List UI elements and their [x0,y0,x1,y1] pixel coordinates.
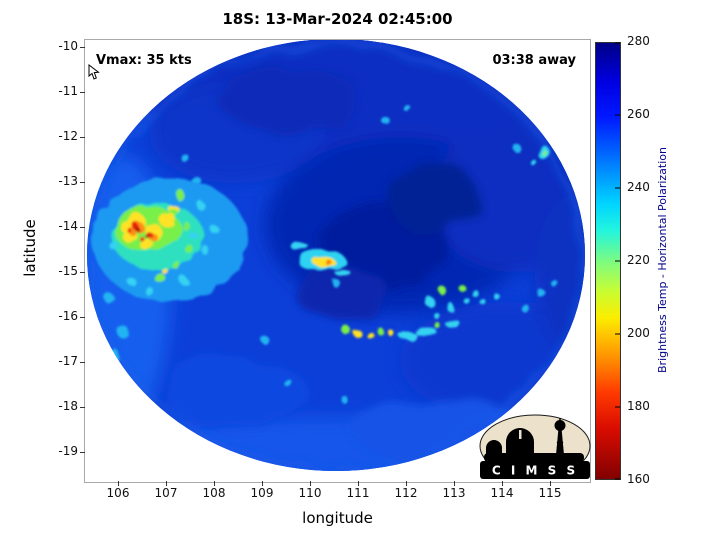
cursor-icon [88,64,100,80]
x-tick-mark [358,481,359,486]
x-tick-mark [454,481,455,486]
x-tick-mark [406,481,407,486]
cimss-logo: C I M S S [479,414,591,479]
y-tick-label: -19 [58,444,78,458]
colorbar-tick-label: 180 [627,399,650,413]
x-tick-label: 114 [490,486,514,500]
y-tick-mark [80,407,85,408]
small-dome-icon [486,440,502,456]
logo-banner [480,461,590,479]
x-tick-label: 108 [202,486,226,500]
colorbar-tick-label: 280 [627,34,650,48]
colorbar-tick-label: 220 [627,253,650,267]
y-tick-label: -17 [58,354,78,368]
x-tick-mark [166,481,167,486]
y-tick-label: -16 [58,309,78,323]
figure-title: 18S: 13-Mar-2024 02:45:00 [222,10,453,28]
logo-ground [484,453,584,462]
plot-area: Vmax: 35 kts 03:38 away [84,39,591,483]
x-tick-mark [502,481,503,486]
y-tick-mark [80,137,85,138]
x-tick-label: 113 [442,486,466,500]
x-tick-mark [262,481,263,486]
x-tick-label: 115 [538,486,562,500]
y-tick-mark [80,227,85,228]
satellite-dish-tower-icon [554,418,566,455]
colorbar-ticks [615,42,620,480]
x-tick-mark [550,481,551,486]
x-tick-label: 106 [106,486,130,500]
colorbar [595,42,621,480]
y-tick-mark [80,272,85,273]
brightness-temp-map [87,40,585,471]
convective-cluster-west [92,178,248,302]
colorbar-tick-label: 200 [627,326,650,340]
y-tick-label: -11 [58,84,78,98]
y-tick-mark [80,452,85,453]
logo-text: C I M S S [492,464,578,478]
y-tick-label: -15 [58,264,78,278]
x-tick-mark [214,481,215,486]
y-tick-mark [80,47,85,48]
time-away-label: 03:38 away [492,53,576,68]
y-tick-mark [80,317,85,318]
y-tick-label: -18 [58,399,78,413]
x-tick-label: 111 [346,486,370,500]
y-tick-label: -12 [58,129,78,143]
y-tick-mark [80,182,85,183]
x-tick-label: 112 [394,486,418,500]
southern-band-cells [342,320,461,340]
x-tick-mark [310,481,311,486]
y-tick-mark [80,92,85,93]
y-axis-label: latitude [21,219,39,277]
colorbar-tick-label: 240 [627,180,650,194]
x-tick-label: 109 [250,486,274,500]
x-tick-mark [118,481,119,486]
colorbar-axis-label: Brightness Temp - Horizontal Polarizatio… [656,147,669,373]
y-tick-label: -13 [58,174,78,188]
colorbar-tick-label: 160 [627,472,650,486]
y-tick-label: -14 [58,219,78,233]
southeast-speckles [425,283,498,319]
x-axis-label: longitude [302,509,373,527]
inner-core-warm-spot [290,242,351,276]
northeast-cell [530,145,550,165]
x-tick-label: 110 [298,486,322,500]
colorbar-tick-label: 260 [627,107,650,121]
y-tick-mark [80,362,85,363]
x-tick-label: 107 [154,486,178,500]
observatory-dome-icon [506,428,534,456]
vmax-label: Vmax: 35 kts [96,53,192,68]
y-tick-label: -10 [58,39,78,53]
